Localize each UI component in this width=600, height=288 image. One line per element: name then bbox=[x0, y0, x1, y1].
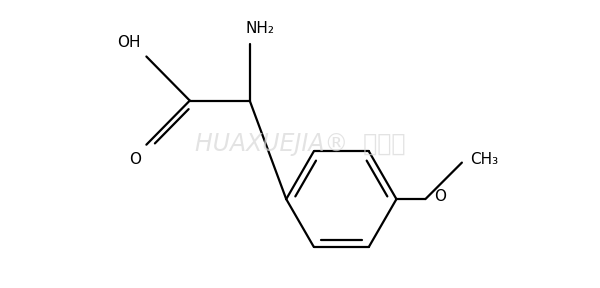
Text: HUAXUEJIA®  化学加: HUAXUEJIA® 化学加 bbox=[195, 132, 405, 156]
Text: NH₂: NH₂ bbox=[245, 21, 275, 36]
Text: OH: OH bbox=[118, 35, 141, 50]
Text: CH₃: CH₃ bbox=[470, 152, 498, 167]
Text: O: O bbox=[129, 151, 141, 166]
Text: O: O bbox=[434, 189, 446, 204]
